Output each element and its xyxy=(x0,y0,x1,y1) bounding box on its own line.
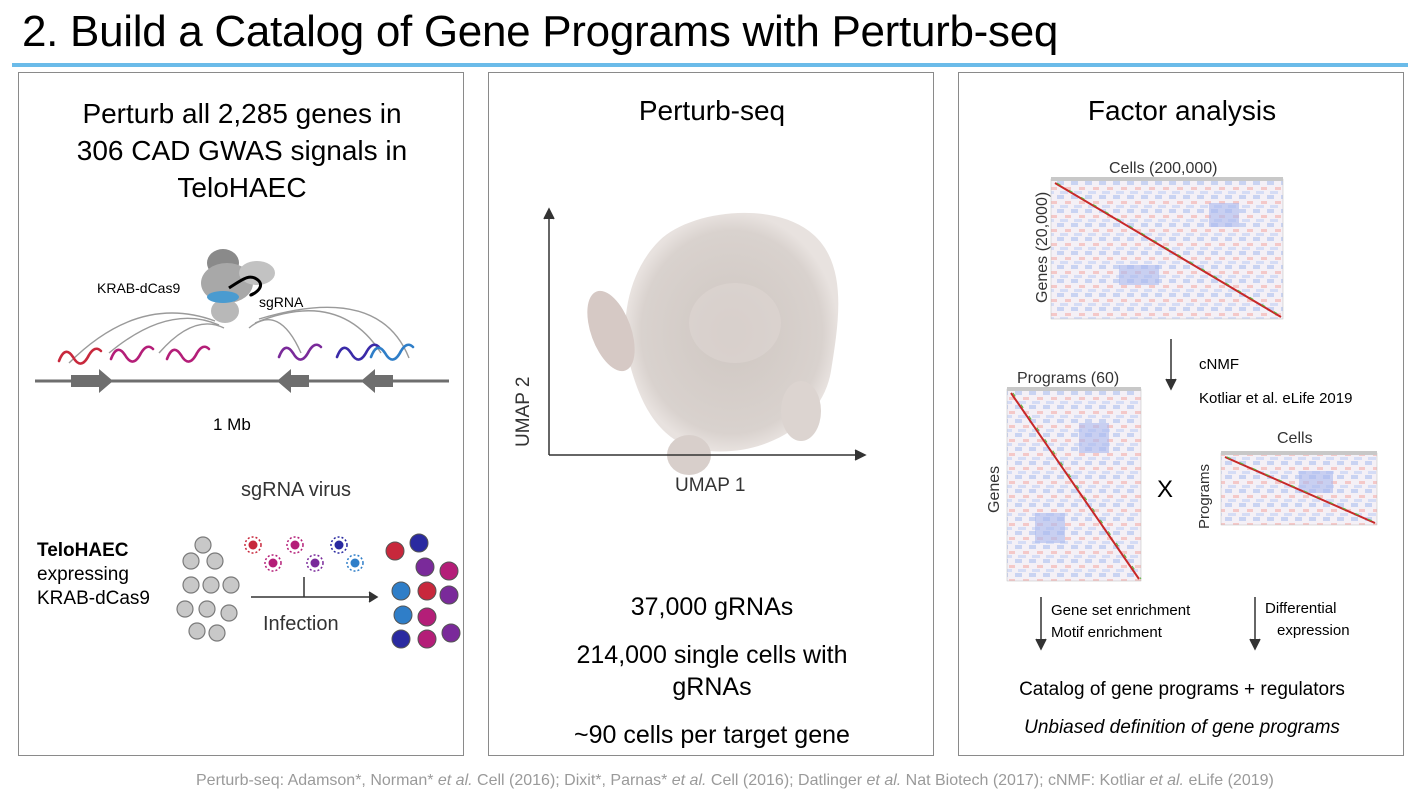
perturb-heading-line-3: TeloHAEC xyxy=(177,172,307,203)
infection-label: Infection xyxy=(263,613,339,635)
umap-cell-cloud xyxy=(587,212,839,475)
citation-part-3: Cell (2016); Datlinger xyxy=(706,772,867,789)
virus-particles xyxy=(244,536,364,572)
cells-label: Cells (200,000) xyxy=(1109,160,1218,177)
umap-x-label: UMAP 1 xyxy=(675,475,745,496)
infection-arrow xyxy=(251,577,379,603)
differential-arrow xyxy=(1249,597,1261,651)
citation-part-4: Nat Biotech (2017); cNMF: Kotliar xyxy=(901,772,1150,789)
citation-part-1: Perturb-seq: Adamson*, Norman* xyxy=(196,772,438,789)
slide-title: 2. Build a Catalog of Gene Programs with… xyxy=(22,7,1059,56)
citation-etal-4: et al. xyxy=(1149,772,1184,789)
cell-line-name: TeloHAEC xyxy=(37,540,129,561)
cell-line-desc-1: expressing xyxy=(37,564,129,585)
enrichment-line-1: Gene set enrichment xyxy=(1051,602,1191,619)
stat-cells-line-1: 214,000 single cells with xyxy=(576,641,848,669)
programs-label: Programs (60) xyxy=(1017,370,1119,387)
factor-heading: Factor analysis xyxy=(1087,95,1277,126)
cnmf-arrow xyxy=(1165,339,1177,391)
perturb-heading: Perturb all 2,285 genes in 306 CAD GWAS … xyxy=(19,95,465,206)
virus-cores xyxy=(248,540,360,568)
cells-by-genes-matrix xyxy=(1050,177,1284,320)
umap-axes xyxy=(543,207,867,461)
umap-y-label: UMAP 2 xyxy=(513,377,534,447)
umap-plot: UMAP 2 UMAP 1 xyxy=(513,207,867,496)
factor-diagram: Cells (200,000) Genes (20,000) cNMF Kotl… xyxy=(986,160,1378,651)
cell-line-desc-2: KRAB-dCas9 xyxy=(37,588,150,609)
infected-cells xyxy=(385,533,461,649)
method-ref: Kotliar et al. eLife 2019 xyxy=(1199,390,1352,407)
cell-line-text: TeloHAEC expressing KRAB-dCas9 xyxy=(37,539,150,611)
citation-etal-1: et al. xyxy=(437,772,473,789)
virus-label: sgRNA virus xyxy=(241,479,352,501)
programs-short-label: Programs xyxy=(1196,464,1213,529)
differential-line-1: Differential xyxy=(1265,600,1336,617)
genes-label: Genes (20,000) xyxy=(1034,192,1051,303)
stat-per-gene: ~90 cells per target gene xyxy=(574,721,850,749)
definition-text: Unbiased definition of gene programs xyxy=(1024,717,1340,738)
citation: Perturb-seq: Adamson*, Norman* et al. Ce… xyxy=(196,772,1274,790)
perturb-heading-line-1: Perturb all 2,285 genes in xyxy=(82,98,402,129)
differential-line-2: expression xyxy=(1277,622,1350,639)
enrichment-line-2: Motif enrichment xyxy=(1051,624,1163,641)
title-underline xyxy=(12,63,1408,67)
infection-diagram xyxy=(176,533,461,649)
stat-cells-line-2: gRNAs xyxy=(672,673,752,701)
stat-cells: 214,000 single cells with gRNAs xyxy=(489,639,935,703)
catalog-text: Catalog of gene programs + regulators xyxy=(1019,679,1345,700)
times-symbol: X xyxy=(1157,476,1173,503)
cells-short-label: Cells xyxy=(1277,430,1313,447)
guide-arcs xyxy=(68,306,410,364)
gene-arrows xyxy=(71,369,393,393)
stat-grnas: 37,000 gRNAs xyxy=(630,593,794,621)
perturbseq-panel: Perturb-seq UMAP 2 UMAP 1 37,000 gRNAs xyxy=(488,72,934,756)
perturbseq-heading: Perturb-seq xyxy=(638,95,786,126)
sgrna-label: sgRNA xyxy=(259,294,304,310)
citation-part-5: eLife (2019) xyxy=(1184,772,1274,789)
citation-etal-3: et al. xyxy=(866,772,902,789)
scale-label: 1 Mb xyxy=(213,415,251,434)
citation-etal-2: et al. xyxy=(671,772,707,789)
uninfected-cells xyxy=(176,536,240,642)
citation-part-2: Cell (2016); Dixit*, Parnas* xyxy=(472,772,672,789)
guide-squiggles xyxy=(57,343,415,365)
factor-panel: Factor analysis Cells (200,000) Genes (2… xyxy=(958,72,1404,756)
enrichment-arrow xyxy=(1035,597,1047,651)
programs-by-cells-matrix xyxy=(1220,451,1378,526)
krab-label: KRAB-dCas9 xyxy=(97,280,180,296)
genes-by-programs-matrix xyxy=(1006,387,1142,582)
genes-short-label: Genes xyxy=(986,466,1003,513)
perturb-panel: Perturb all 2,285 genes in 306 CAD GWAS … xyxy=(18,72,464,756)
method-label: cNMF xyxy=(1199,356,1239,373)
crispri-locus-diagram: KRAB-dCas9 sgRNA xyxy=(35,249,449,393)
krab-dcas9-icon xyxy=(201,249,275,323)
perturb-heading-line-2: 306 CAD GWAS signals in xyxy=(76,135,408,166)
